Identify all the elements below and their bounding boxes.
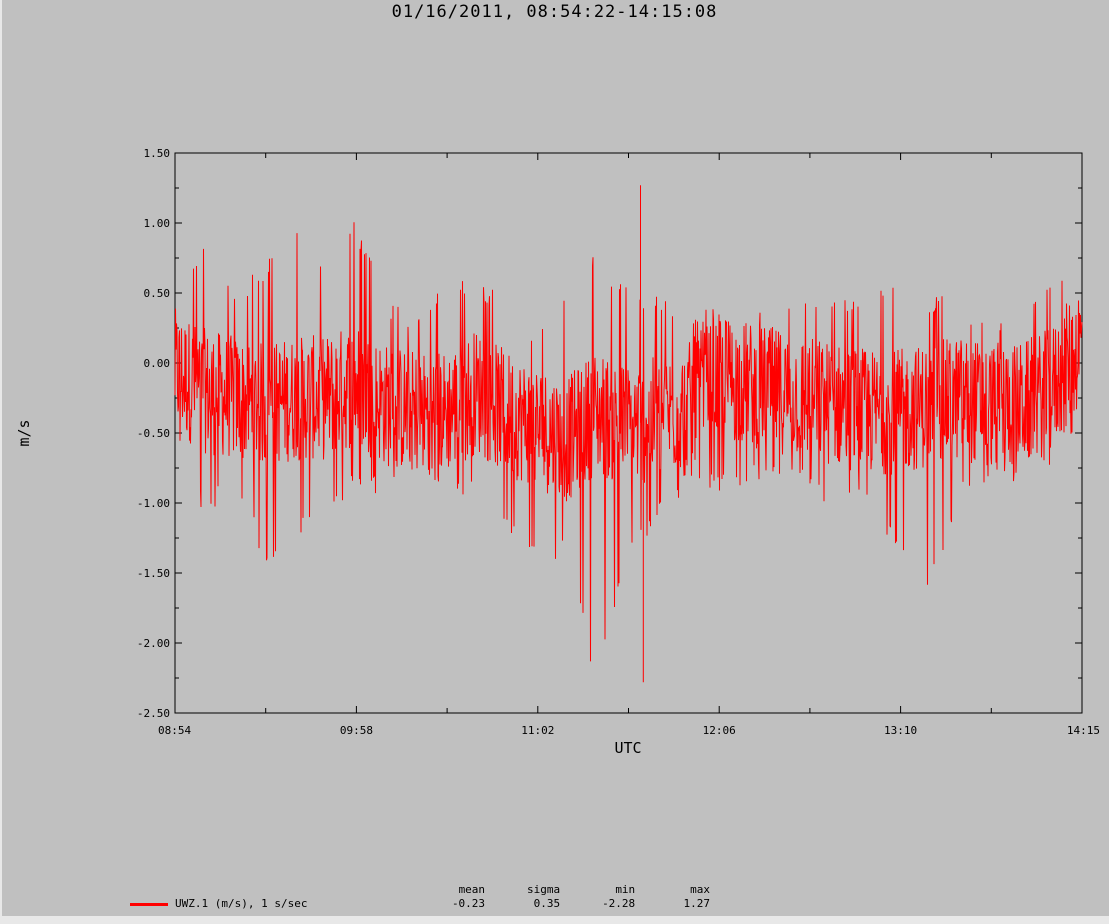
stats-header-row: mean sigma min max xyxy=(410,883,710,897)
stat-value-min: -2.28 xyxy=(602,897,636,910)
y-tick-label: -1.50 xyxy=(137,567,170,580)
x-tick-label: 14:15 xyxy=(1067,724,1100,737)
y-tick-label: -1.00 xyxy=(137,497,170,510)
y-tick-label: -0.50 xyxy=(137,427,170,440)
x-tick-label: 08:54 xyxy=(158,724,191,737)
y-tick-label: -2.50 xyxy=(137,707,170,720)
y-tick-label: 1.00 xyxy=(144,217,171,230)
window-edge xyxy=(0,0,2,924)
y-tick-label: 0.00 xyxy=(144,357,171,370)
stat-header-max: max xyxy=(690,883,710,896)
stats-value-row: -0.23 0.35 -2.28 1.27 xyxy=(410,897,710,911)
y-tick-label: 1.50 xyxy=(144,147,171,160)
y-tick-label: 0.50 xyxy=(144,287,171,300)
stat-header-min: min xyxy=(615,883,636,896)
y-tick-label: -2.00 xyxy=(137,637,170,650)
x-tick-label: 11:02 xyxy=(521,724,554,737)
stat-value-sigma: 0.35 xyxy=(533,897,561,910)
stat-header-sigma: sigma xyxy=(527,883,561,896)
series-line-uwz1 xyxy=(174,185,1083,683)
legend-label: UWZ.1 (m/s), 1 s/sec xyxy=(175,897,308,910)
x-axis-label: UTC xyxy=(614,739,642,757)
chart-title: 01/16/2011, 08:54:22-14:15:08 xyxy=(391,2,718,22)
legend-swatch xyxy=(130,903,168,906)
stat-value-mean: -0.23 xyxy=(451,897,486,910)
stats-table: mean sigma min max -0.23 0.35 -2.28 1.27 xyxy=(410,883,710,911)
stat-value-max: 1.27 xyxy=(683,897,711,910)
x-tick-label: 09:58 xyxy=(340,724,373,737)
x-tick-label: 12:06 xyxy=(703,724,736,737)
stat-header-mean: mean xyxy=(458,883,486,896)
bottom-strip xyxy=(0,916,1109,924)
x-tick-label: 13:10 xyxy=(884,724,917,737)
